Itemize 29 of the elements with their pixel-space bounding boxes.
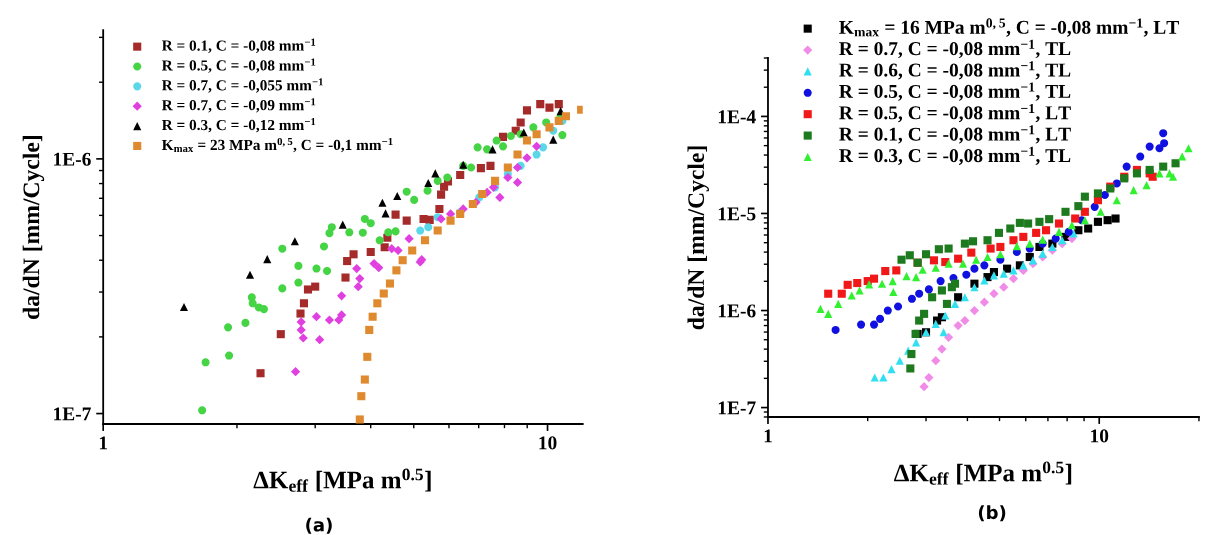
y-tick-label: 1E-6 bbox=[54, 152, 91, 166]
x-tick-label: 1 bbox=[764, 429, 772, 443]
legend-label: K$_{max}$ = 16 MPa m$^{0,5}$, C = -0,08 mm$^{−1}$, LT bbox=[839, 18, 1179, 37]
text: (b) bbox=[978, 505, 1006, 522]
y-tick-label: 1E-7 bbox=[718, 401, 756, 415]
legend-label: R = 0.7, C = -0,055 mm$^{−1}$ bbox=[161, 78, 323, 93]
legend-label: R = 0.3, C = -0,08 mm$^{−1}$, TL bbox=[839, 146, 1071, 165]
legend-label: R = 0.7, C = -0,09 mm$^{−1}$ bbox=[161, 98, 316, 113]
text: (a) bbox=[306, 517, 332, 534]
legend-label: R = 0.5, C = -0,08 mm$^{−1}$, TL bbox=[839, 82, 1071, 101]
y-tick-label: 1E-4 bbox=[718, 110, 756, 124]
x-tick-label: 10 bbox=[539, 436, 557, 450]
legend-label: R = 0.1, C = -0,08 mm$^{−1}$ bbox=[161, 38, 316, 53]
y-axis-title: da/dN [mm/Cycle] bbox=[22, 136, 45, 319]
y-tick-label: 1E-7 bbox=[54, 407, 91, 421]
x-tick-label: 10 bbox=[1091, 429, 1109, 443]
legend-label: R = 0.7, C = -0,08 mm$^{−1}$, TL bbox=[839, 39, 1071, 59]
y-tick-label: 1E-6 bbox=[718, 304, 756, 318]
y-tick-label: 1E-5 bbox=[718, 207, 756, 221]
x-tick-label: 1 bbox=[99, 436, 108, 450]
x-axis-title: ΔK$_{eff}$ [MPa m$^{0.5}$] bbox=[894, 461, 1072, 485]
legend-label: R = 0.5, C = -0,08 mm$^{−1}$ bbox=[161, 58, 316, 73]
x-axis-title: ΔK$_{eff}$ [MPa m$^{0.5}$] bbox=[253, 468, 431, 492]
legend-label: R = 0.3, C = -0,12 mm$^{−1}$ bbox=[161, 118, 316, 133]
legend-label: R = 0.6, C = -0,08 mm$^{−1}$, TL bbox=[839, 61, 1071, 80]
legend-label: R = 0.1, C = -0,08 mm$^{−1}$, LT bbox=[839, 125, 1071, 144]
legend-label: R = 0.5, C = -0,08 mm$^{−1}$, LT bbox=[839, 103, 1071, 123]
legend-label: K$_{max}$ = 23 MPa m$^{0,5}$, C = -0,1 mm$^{−1}$ bbox=[161, 137, 393, 153]
y-axis-title: da/dN [mm/Cycle] bbox=[687, 146, 709, 330]
